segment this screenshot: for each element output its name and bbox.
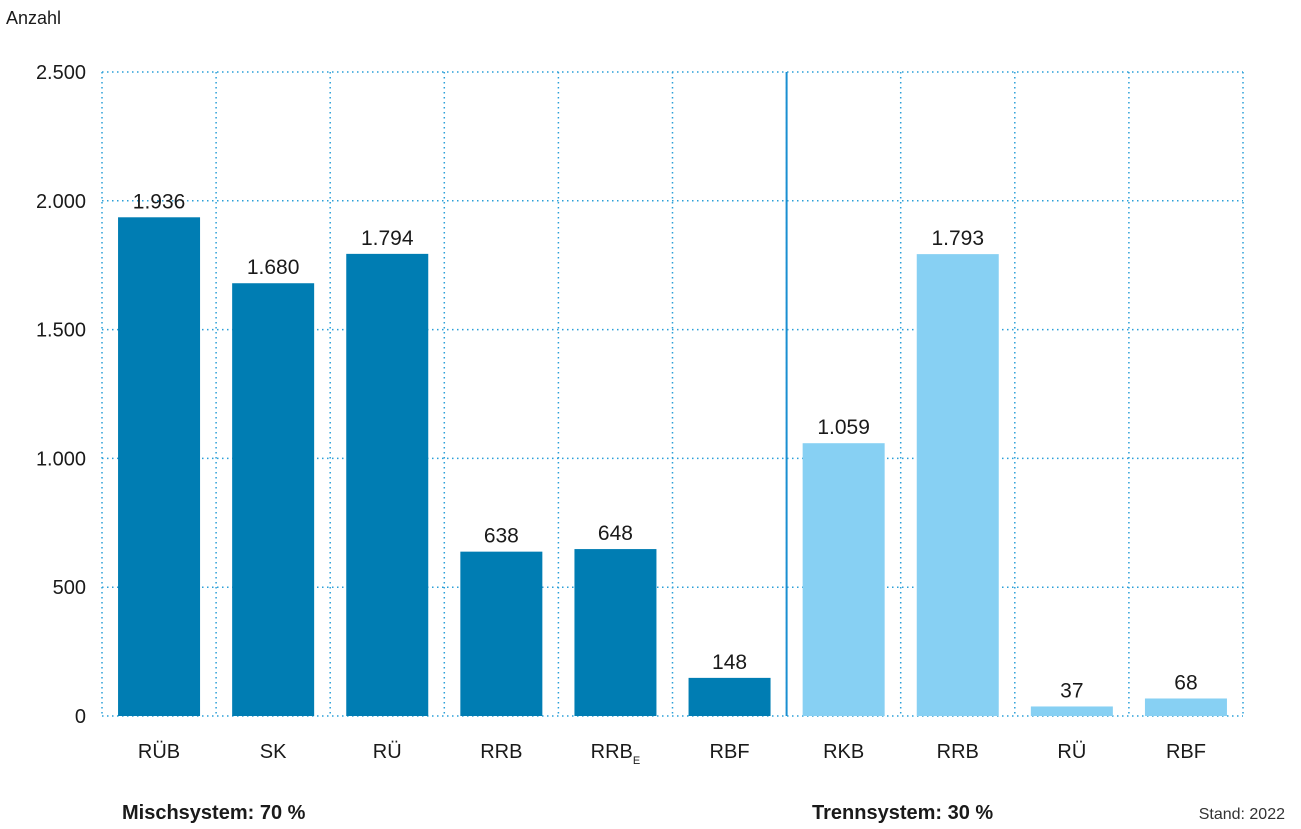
x-category-label: RKB (823, 741, 864, 763)
x-category-label: RRB (480, 741, 522, 763)
y-axis-title: Anzahl (6, 8, 61, 28)
group-label: Mischsystem: 70 % (122, 802, 306, 824)
y-tick-label: 1.000 (36, 448, 86, 470)
y-tick-label: 0 (75, 706, 86, 728)
bar-value-label: 1.059 (817, 416, 870, 439)
x-category-label: RÜB (138, 741, 180, 763)
stand-note: Stand: 2022 (1199, 806, 1285, 823)
bars (118, 217, 1227, 716)
bar-value-label: 1.680 (247, 256, 300, 279)
x-category-label: SK (260, 741, 287, 763)
y-tick-label: 1.500 (36, 320, 86, 342)
bar-value-label: 1.794 (361, 227, 414, 250)
group-label: Trennsystem: 30 % (812, 802, 993, 824)
y-axis-ticks: 0 500 1.000 1.500 2.000 2.500 (36, 62, 86, 728)
group-labels: Mischsystem: 70 % Trennsystem: 30 % (122, 802, 993, 824)
bar (118, 217, 201, 716)
x-category-label: RÜ (373, 741, 402, 763)
bar-value-label: 1.936 (133, 190, 186, 213)
bar-value-label: 1.793 (931, 227, 984, 250)
bar-value-label: 148 (712, 651, 747, 674)
y-tick-label: 2.500 (36, 62, 86, 84)
bar (802, 443, 885, 716)
bar (916, 254, 999, 716)
x-category-label: RBF (1166, 741, 1206, 763)
bar (346, 253, 429, 716)
value-labels: 1.936 1.680 1.794 638 648 148 1.059 1.793 37 68 (133, 190, 1198, 702)
x-category-label: RRB (937, 741, 979, 763)
bar-value-label: 638 (484, 525, 519, 548)
x-category-label: RÜ (1057, 741, 1086, 763)
bar (574, 549, 657, 716)
bar (1030, 706, 1113, 716)
y-tick-label: 2.000 (36, 191, 86, 213)
bar (1144, 698, 1227, 716)
bar (688, 677, 771, 716)
x-category-label: RBF (710, 741, 750, 763)
x-category-label: RRBE (591, 741, 641, 767)
bar (460, 551, 543, 716)
bar-value-label: 68 (1174, 671, 1197, 694)
bar-value-label: 37 (1060, 679, 1083, 702)
bar-value-label: 648 (598, 522, 633, 545)
bar (232, 283, 315, 716)
y-tick-label: 500 (53, 577, 86, 599)
category-labels: RÜB SK RÜ RRB RRBE RBF RKB RRB RÜ RBF (138, 741, 1206, 767)
